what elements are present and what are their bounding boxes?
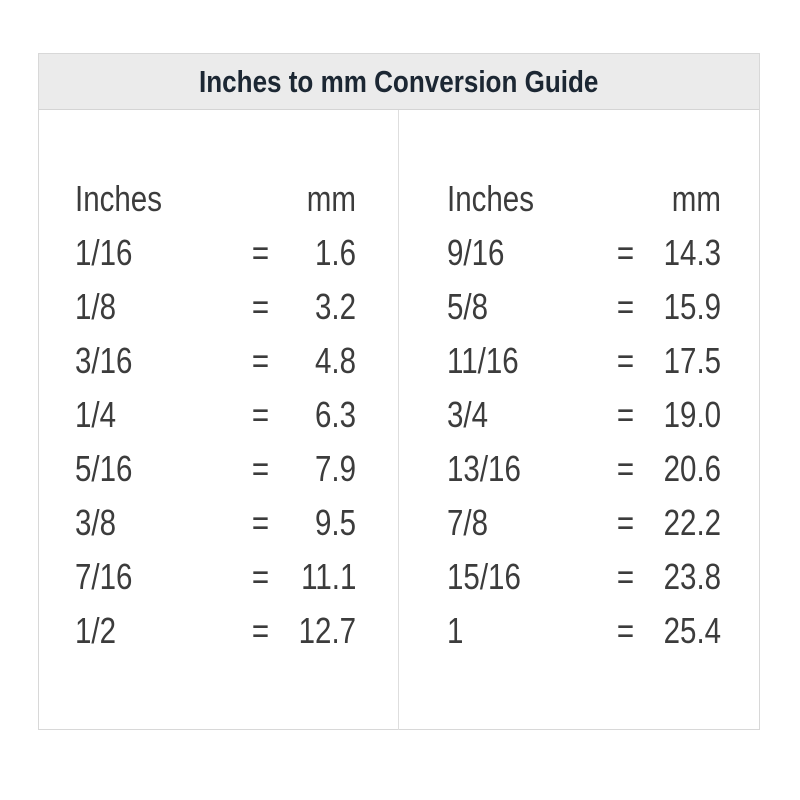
mm-value: 6.3 [314, 394, 356, 435]
equals-sign: = [252, 502, 270, 543]
guide-header-band: Inches to mm Conversion Guide [39, 54, 759, 110]
equals-sign: = [617, 286, 635, 327]
mm-value: 19.0 [663, 394, 721, 435]
equals-sign: = [252, 448, 270, 489]
table-row: 15/16 = 23.8 [447, 550, 721, 604]
mm-value: 20.6 [663, 448, 721, 489]
inches-value: 1 [447, 610, 464, 651]
equals-sign: = [617, 556, 635, 597]
inches-value: 1/16 [75, 232, 133, 273]
equals-sign: = [617, 394, 635, 435]
equals-sign: = [617, 340, 635, 381]
equals-sign: = [617, 502, 635, 543]
mm-value: 9.5 [314, 502, 356, 543]
table-row: 1 = 25.4 [447, 604, 721, 658]
column-header-row: Inches mm [447, 172, 721, 226]
table-row: 1/16 = 1.6 [75, 226, 356, 280]
inches-value: 1/8 [75, 286, 117, 327]
table-row: 3/8 = 9.5 [75, 496, 356, 550]
table-row: 3/4 = 19.0 [447, 388, 721, 442]
mm-value: 17.5 [663, 340, 721, 381]
mm-value: 1.6 [314, 232, 356, 273]
mm-header: mm [306, 178, 356, 219]
inches-value: 5/8 [447, 286, 489, 327]
table-row: 7/8 = 22.2 [447, 496, 721, 550]
table-row: 5/8 = 15.9 [447, 280, 721, 334]
table-row: 11/16 = 17.5 [447, 334, 721, 388]
mm-value: 23.8 [663, 556, 721, 597]
mm-value: 7.9 [314, 448, 356, 489]
equals-sign: = [252, 286, 270, 327]
inches-value: 11/16 [447, 340, 519, 381]
inches-value: 1/2 [75, 610, 117, 651]
mm-value: 15.9 [663, 286, 721, 327]
mm-header: mm [671, 178, 721, 219]
guide-title: Inches to mm Conversion Guide [199, 63, 599, 99]
equals-sign: = [252, 394, 270, 435]
mm-value: 22.2 [663, 502, 721, 543]
inches-value: 9/16 [447, 232, 505, 273]
table-row: 7/16 = 11.1 [75, 550, 356, 604]
mm-value: 11.1 [300, 556, 356, 597]
inches-value: 7/8 [447, 502, 489, 543]
table-row: 1/2 = 12.7 [75, 604, 356, 658]
conversion-column-right: Inches mm 9/16 = 14.3 5/8 = 15.9 11/16 = [399, 110, 759, 730]
inches-value: 15/16 [447, 556, 521, 597]
inches-header: Inches [447, 178, 534, 219]
equals-sign: = [617, 610, 635, 651]
column-header-row: Inches mm [75, 172, 356, 226]
equals-sign: = [617, 448, 635, 489]
table-row: 13/16 = 20.6 [447, 442, 721, 496]
table-row: 1/4 = 6.3 [75, 388, 356, 442]
inches-value: 1/4 [75, 394, 117, 435]
inches-value: 3/16 [75, 340, 133, 381]
guide-body: Inches mm 1/16 = 1.6 1/8 = 3.2 3/16 = [39, 110, 759, 730]
table-row: 3/16 = 4.8 [75, 334, 356, 388]
conversion-column-left: Inches mm 1/16 = 1.6 1/8 = 3.2 3/16 = [39, 110, 399, 730]
inches-value: 3/8 [75, 502, 117, 543]
inches-header: Inches [75, 178, 162, 219]
equals-sign: = [252, 556, 270, 597]
mm-value: 3.2 [314, 286, 356, 327]
table-row: 9/16 = 14.3 [447, 226, 721, 280]
inches-value: 13/16 [447, 448, 521, 489]
equals-sign: = [252, 610, 270, 651]
inches-value: 7/16 [75, 556, 133, 597]
table-row: 5/16 = 7.9 [75, 442, 356, 496]
inches-value: 5/16 [75, 448, 133, 489]
equals-sign: = [252, 232, 270, 273]
table-row: 1/8 = 3.2 [75, 280, 356, 334]
mm-value: 25.4 [663, 610, 721, 651]
equals-sign: = [252, 340, 270, 381]
inches-value: 3/4 [447, 394, 489, 435]
equals-sign: = [617, 232, 635, 273]
mm-value: 12.7 [298, 610, 356, 651]
mm-value: 14.3 [663, 232, 721, 273]
conversion-guide-table: Inches to mm Conversion Guide Inches mm … [38, 53, 760, 730]
mm-value: 4.8 [314, 340, 356, 381]
